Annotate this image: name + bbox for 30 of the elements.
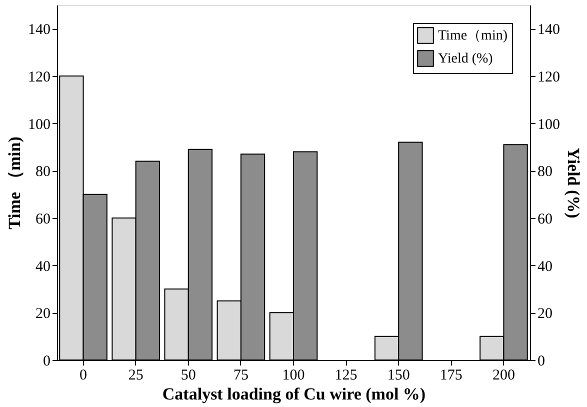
y2-tick-label: 140 xyxy=(538,22,560,38)
y-tick-label: 60 xyxy=(36,212,50,228)
x-tick-label: 25 xyxy=(128,368,144,384)
y2-tick-label: 0 xyxy=(538,354,545,370)
legend-label: Time（min) xyxy=(438,28,508,44)
y-tick-label: 120 xyxy=(28,70,50,86)
y-tick-label: 100 xyxy=(28,116,50,133)
y2-tick-label: 20 xyxy=(538,306,552,322)
x-tick-label: 0 xyxy=(80,368,88,384)
y-tick-label: 40 xyxy=(36,258,50,275)
y2-axis-title: Yield (%) xyxy=(564,148,583,218)
x-tick-label: 175 xyxy=(440,368,462,384)
legend-label: Yield (%) xyxy=(438,52,494,66)
x-tick-label: 200 xyxy=(492,368,515,384)
x-tick-label: 100 xyxy=(282,368,305,384)
x-tick-label: 75 xyxy=(233,368,248,384)
y-axis-title: Time （min) xyxy=(5,136,24,230)
x-tick-label: 125 xyxy=(334,368,358,384)
y2-tick-label: 40 xyxy=(538,258,552,275)
x-tick-label: 150 xyxy=(387,368,410,384)
y-tick-label: 0 xyxy=(43,354,50,370)
y-tick-label: 80 xyxy=(36,164,50,180)
x-tick-label: 50 xyxy=(180,368,196,384)
y2-tick-label: 100 xyxy=(538,116,560,133)
y-tick-label: 20 xyxy=(36,306,50,322)
x-axis-title: Catalyst loading of Cu wire (mol %) xyxy=(162,384,426,404)
y2-tick-label: 60 xyxy=(538,212,552,228)
y2-tick-label: 120 xyxy=(538,70,560,86)
y-tick-label: 140 xyxy=(28,22,50,38)
y2-tick-label: 80 xyxy=(538,164,552,180)
